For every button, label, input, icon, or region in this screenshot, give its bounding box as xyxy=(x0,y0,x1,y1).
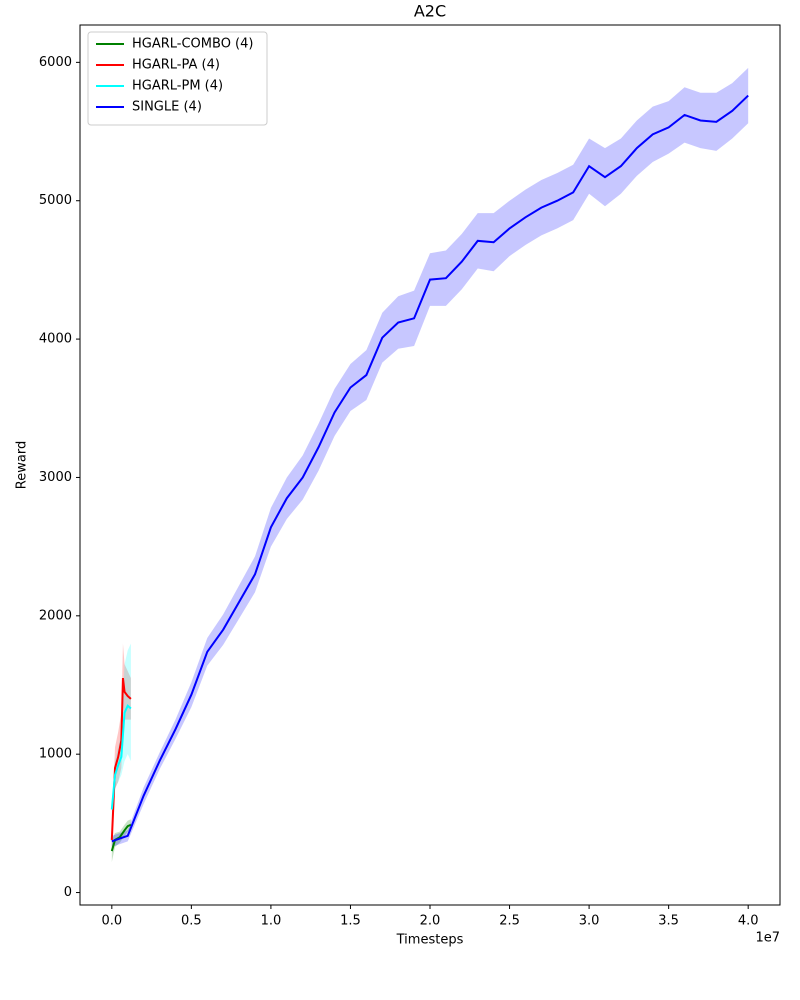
x-tick-label: 3.5 xyxy=(658,914,679,929)
plot-frame xyxy=(79,24,781,906)
y-tick-label: 6000 xyxy=(39,55,72,70)
legend-label: HGARL-PM (4) xyxy=(132,79,223,94)
x-tick-label: 2.5 xyxy=(499,914,520,929)
x-tick-label: 1.5 xyxy=(340,914,361,929)
x-tick-label: 3.0 xyxy=(579,914,600,929)
legend-label: HGARL-PA (4) xyxy=(132,58,220,73)
line xyxy=(110,704,132,810)
legend-label: SINGLE (4) xyxy=(132,100,202,115)
legend-box xyxy=(87,31,268,126)
x-tick-label: 2.0 xyxy=(420,914,441,929)
y-tick-label: 4000 xyxy=(39,332,72,347)
x-tick-label: 0.5 xyxy=(181,914,202,929)
y-tick-label: 5000 xyxy=(39,193,72,208)
band xyxy=(111,67,749,847)
x-tick-label: 1.0 xyxy=(261,914,282,929)
x-axis-label: Timesteps xyxy=(396,933,464,948)
band xyxy=(111,819,131,863)
y-tick-label: 1000 xyxy=(39,747,72,762)
line xyxy=(110,823,132,852)
x-offset-label: 1e7 xyxy=(755,931,780,946)
x-tick-label: 4.0 xyxy=(738,914,759,929)
y-tick-label: 0 xyxy=(64,885,72,900)
line xyxy=(111,94,749,843)
legend-label: HGARL-COMBO (4) xyxy=(132,37,253,52)
y-tick-label: 3000 xyxy=(39,470,72,485)
x-tick-label: 0.0 xyxy=(101,914,122,929)
chart-title: A2C xyxy=(414,2,446,21)
line xyxy=(110,677,132,841)
y-tick-label: 2000 xyxy=(39,608,72,623)
y-axis-label: Reward xyxy=(15,441,30,489)
